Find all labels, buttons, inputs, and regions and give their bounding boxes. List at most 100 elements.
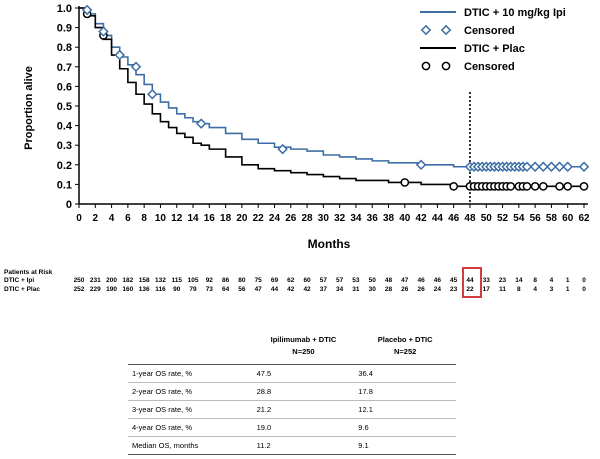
- risk-count: 44: [270, 286, 279, 293]
- os-header-plac: Placebo + DTIC N=252: [354, 332, 456, 365]
- x-tick-label: 32: [334, 213, 346, 224]
- risk-count: 46: [433, 277, 441, 284]
- x-tick-label: 56: [530, 213, 542, 224]
- legend-label: DTIC + 10 mg/kg Ipi: [464, 7, 566, 19]
- plac-censored-point: [563, 182, 573, 191]
- os-row-label: 2-year OS rate, %: [128, 382, 253, 401]
- legend-circle-marker: [441, 61, 451, 71]
- ipi-censored-point: [277, 143, 288, 155]
- table-row: Median OS, months 11.2 9.1: [128, 436, 456, 455]
- risk-count: 8: [517, 286, 521, 293]
- os-value-plac: 17.8: [354, 382, 456, 401]
- risk-count: 69: [270, 277, 279, 284]
- risk-count: 115: [171, 277, 182, 284]
- risk-count: 4: [533, 286, 537, 293]
- x-tick-label: 8: [141, 213, 147, 224]
- risk-count: 64: [221, 286, 230, 293]
- y-tick-label: 0.8: [57, 42, 72, 54]
- legend-circle-marker: [421, 61, 431, 71]
- risk-count: 23: [450, 286, 458, 293]
- risk-count: 80: [238, 277, 246, 284]
- x-tick-label: 12: [171, 213, 183, 224]
- x-tick-label: 34: [350, 213, 362, 224]
- x-tick-label: 26: [285, 213, 297, 224]
- y-tick-label: 0.5: [57, 101, 72, 113]
- y-tick-label: 0.2: [57, 160, 72, 172]
- risk-count: 42: [287, 286, 295, 293]
- x-tick-label: 52: [497, 213, 509, 224]
- x-tick-label: 54: [513, 213, 525, 224]
- x-tick-label: 38: [383, 213, 395, 224]
- risk-count: 60: [303, 277, 311, 284]
- risk-count: 200: [106, 277, 118, 284]
- risk-count: 132: [155, 277, 166, 284]
- risk-count: 22: [466, 286, 474, 293]
- risk-count: 24: [433, 286, 441, 293]
- risk-count: 14: [515, 277, 523, 284]
- ipi-censored-point: [562, 161, 573, 173]
- y-tick-label: 0.3: [57, 140, 72, 152]
- y-axis-label: Proportion alive: [23, 66, 35, 150]
- x-tick-label: 36: [367, 213, 379, 224]
- risk-count: 62: [287, 277, 295, 284]
- risk-count: 37: [319, 286, 327, 293]
- table-row: 3-year OS rate, % 21.2 12.1: [128, 400, 456, 419]
- x-tick-label: 42: [416, 213, 428, 224]
- risk-count: 34: [336, 286, 344, 293]
- risk-count: 92: [205, 277, 213, 284]
- x-tick-label: 4: [109, 213, 115, 224]
- km-plot: 00.10.20.30.40.50.60.70.80.91.00 2 4 6 8 10 12…: [23, 3, 590, 251]
- os-row-label: Median OS, months: [128, 436, 253, 455]
- plac-censored-point: [555, 182, 564, 191]
- risk-table-title: Patients at Risk: [4, 269, 53, 276]
- y-tick-label: 1.0: [57, 3, 72, 15]
- x-tick-label: 14: [187, 213, 199, 224]
- x-tick-label: 40: [399, 213, 411, 224]
- os-value-ipi: 21.2: [252, 400, 355, 419]
- risk-count: 45: [450, 277, 458, 284]
- x-tick-label: 58: [546, 213, 558, 224]
- risk-count: 79: [189, 286, 197, 293]
- table-row: 4-year OS rate, % 19.0 9.6: [128, 418, 456, 437]
- risk-count: 86: [221, 277, 230, 284]
- ipi-censored-point: [578, 161, 590, 173]
- risk-count: 116: [155, 286, 166, 293]
- risk-count: 136: [138, 286, 150, 293]
- y-tick-label: 0: [66, 199, 72, 211]
- table-row: 2-year OS rate, % 28.8 17.8: [128, 382, 456, 401]
- os-value-ipi: 19.0: [252, 418, 355, 437]
- x-tick-label: 16: [204, 213, 216, 224]
- risk-count: 11: [499, 286, 506, 293]
- risk-count: 44: [466, 277, 474, 284]
- y-tick-label: 0.4: [57, 121, 73, 133]
- ipi-censored-point: [81, 4, 93, 16]
- risk-count: 73: [205, 286, 213, 293]
- x-tick-label: 24: [269, 213, 281, 224]
- risk-count: 47: [401, 277, 409, 284]
- os-value-ipi: 47.5: [252, 364, 355, 383]
- os-header-ipi: Ipilimumab + DTIC N=250: [252, 332, 355, 365]
- ipi-censored-point: [554, 161, 565, 173]
- risk-count: 105: [187, 277, 199, 284]
- x-tick-label: 50: [481, 213, 493, 224]
- risk-count: 50: [368, 277, 376, 284]
- x-tick-label: 22: [253, 213, 265, 224]
- os-value-plac: 36.4: [354, 364, 456, 383]
- os-value-plac: 9.1: [354, 436, 456, 455]
- risk-row-label-ipi: DTIC + Ipi: [4, 277, 35, 284]
- ipi-censored-point: [415, 159, 427, 171]
- os-value-ipi: 28.8: [252, 382, 355, 401]
- plac-censored-point: [400, 178, 410, 187]
- axes: 00.10.20.30.40.50.60.70.80.91.00 2 4 6 8 10 12…: [57, 3, 590, 224]
- risk-count: 252: [73, 286, 85, 293]
- ipi-censored-point: [546, 161, 557, 173]
- risk-count: 182: [122, 277, 134, 284]
- x-tick-label: 48: [464, 213, 476, 224]
- risk-count: 48: [384, 277, 393, 284]
- ipi-censored-point: [98, 26, 109, 37]
- risk-count: 8: [533, 277, 537, 284]
- os-row-label: 1-year OS rate, %: [128, 364, 253, 383]
- ipi-censored-point: [529, 161, 541, 173]
- risk-count: 0: [582, 286, 586, 293]
- x-tick-label: 18: [220, 213, 232, 224]
